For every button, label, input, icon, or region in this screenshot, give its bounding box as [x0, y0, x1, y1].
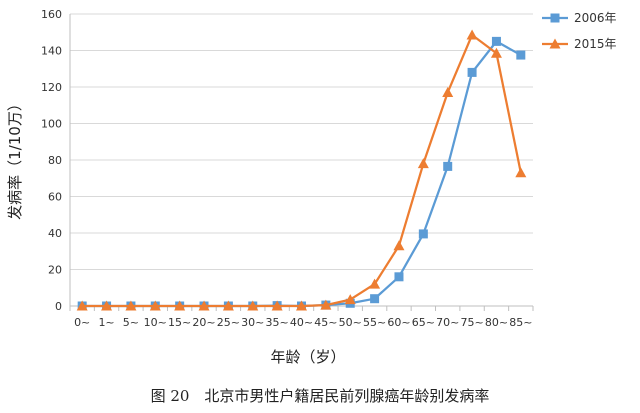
x-tick-label: 45~: [314, 316, 337, 329]
legend-marker: [550, 13, 560, 23]
y-tick-label: 20: [48, 264, 62, 277]
y-axis-title: 发病率（1/10万）: [6, 96, 24, 220]
y-tick-label: 40: [48, 227, 62, 240]
data-point: [394, 272, 404, 282]
data-point: [491, 36, 501, 46]
data-point: [76, 300, 88, 311]
data-point: [369, 278, 381, 289]
y-tick-label: 160: [41, 8, 62, 21]
legend-marker: [549, 38, 561, 49]
legend-label: 2006年: [574, 11, 617, 25]
x-tick-label: 70~: [436, 316, 459, 329]
x-tick-label: 0~: [74, 316, 90, 329]
y-tick-label: 80: [48, 154, 62, 167]
data-point: [320, 299, 332, 310]
series-line: [82, 40, 522, 308]
series-1: [76, 29, 527, 311]
legend-entry: 2006年: [542, 11, 617, 25]
x-tick-label: 60~: [387, 316, 410, 329]
data-point: [418, 229, 428, 239]
y-tick-label: 0: [55, 300, 62, 313]
x-tick-label: 25~: [217, 316, 240, 329]
data-point: [198, 300, 210, 311]
data-point: [490, 47, 502, 58]
x-tick-label: 30~: [241, 316, 264, 329]
x-tick-label: 20~: [192, 316, 215, 329]
y-tick-label: 100: [41, 118, 62, 131]
x-axis-title: 年龄（岁）: [270, 348, 345, 366]
legend: 2006年 2015年: [542, 11, 617, 51]
x-tick-label: 50~: [339, 316, 362, 329]
x-tick-label: 10~: [144, 316, 167, 329]
data-point: [125, 300, 137, 311]
x-tick-label: 80~: [485, 316, 508, 329]
plot-area: [76, 29, 527, 311]
x-tick-label: 40~: [290, 316, 313, 329]
data-point: [417, 158, 429, 169]
legend-label: 2015年: [574, 37, 617, 51]
data-point: [515, 167, 527, 178]
data-point: [271, 300, 283, 311]
y-tick-labels: 0 20 40 60 80 100 120 140 160: [41, 8, 62, 313]
x-tick-label: 15~: [168, 316, 191, 329]
axes: [69, 14, 534, 311]
data-point: [467, 67, 477, 77]
x-tick-labels: 0~ 1~ 5~ 10~ 15~ 20~ 25~ 30~ 35~ 40~ 45~ 50~ 55~ 60~ 6…: [74, 316, 532, 329]
data-point: [516, 50, 526, 60]
data-point: [466, 29, 478, 40]
data-point: [393, 240, 405, 251]
y-tick-label: 60: [48, 191, 62, 204]
x-tick-label: 55~: [363, 316, 386, 329]
data-point: [149, 300, 161, 311]
gridlines: [70, 13, 533, 270]
data-point: [370, 294, 380, 304]
data-point: [222, 300, 234, 311]
data-point: [443, 161, 453, 171]
series-line: [82, 33, 522, 308]
data-point: [296, 300, 307, 311]
x-tick-label: 85~: [509, 316, 532, 329]
x-tick-label: 65~: [412, 316, 435, 329]
legend-entry: 2015年: [542, 37, 617, 51]
data-point: [101, 300, 113, 311]
x-tick-label: 35~: [266, 316, 289, 329]
data-point: [442, 86, 454, 97]
y-tick-label: 140: [41, 45, 62, 58]
x-tick-label: 1~: [98, 316, 114, 329]
figure-caption: 图 20 北京市男性户籍居民前列腺癌年龄别发病率: [151, 387, 490, 405]
y-tick-label: 120: [41, 81, 62, 94]
data-point: [174, 300, 186, 311]
x-tick-label: 5~: [123, 316, 139, 329]
data-point: [344, 294, 356, 305]
data-point: [247, 300, 259, 311]
x-tick-label: 75~: [460, 316, 483, 329]
